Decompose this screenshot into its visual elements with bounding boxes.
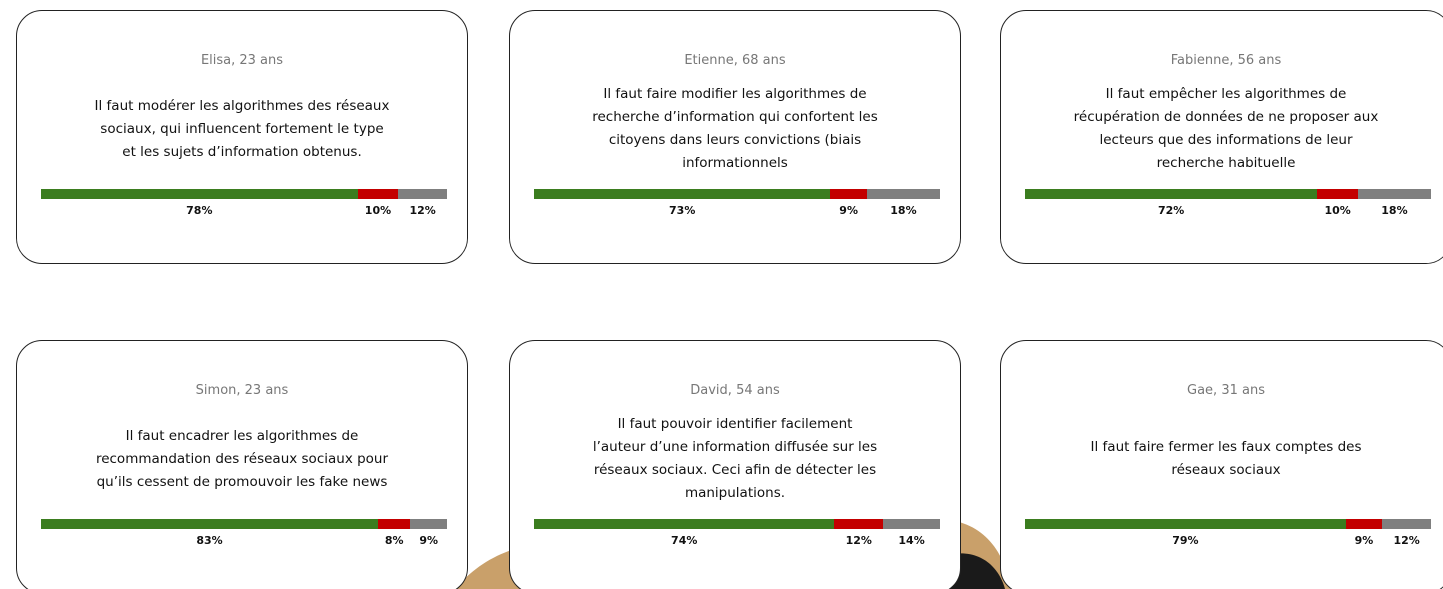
author: Gae, 31 ans [1187, 383, 1265, 398]
statement-line: recherche habituelle [1156, 155, 1296, 171]
opinion-card: Simon, 23 ans Il faut encadrer les algori… [16, 340, 468, 589]
bar-segment [1345, 519, 1383, 529]
result-bar [1025, 519, 1431, 529]
bar-segment [357, 189, 399, 199]
bar-segment [377, 519, 411, 529]
bar-segment [866, 189, 940, 199]
bar-segment [410, 519, 447, 529]
percent-label: 78% [186, 204, 213, 217]
statement-line: informationnels [682, 155, 788, 171]
statement-line: Il faut faire modifier les algorithmes d… [603, 86, 867, 102]
percent-label: 18% [890, 204, 917, 217]
percent-label: 8% [384, 534, 404, 547]
percent-label: 83% [196, 534, 223, 547]
result-labels: 74% 12% 14% [534, 534, 940, 550]
bar-segment [883, 519, 940, 529]
bar-segment [534, 189, 831, 199]
statement-line: réseaux sociaux. Ceci afin de détecter l… [593, 462, 877, 478]
bar-segment [534, 519, 835, 529]
bar-segment [41, 519, 378, 529]
statement: Il faut faire fermer les faux comptes de… [1011, 411, 1441, 507]
statement: Il faut faire modifier les algorithmes d… [520, 81, 950, 177]
opinion-card: Etienne, 68 ans Il faut faire modifier le… [509, 10, 961, 264]
bar-segment [1382, 519, 1431, 529]
statement-line: citoyens dans leurs convictions (biais [608, 132, 862, 148]
statement: Il faut empêcher les algorithmes de récup… [1011, 81, 1441, 177]
result-labels: 73% 9% 18% [534, 204, 940, 220]
percent-label: 79% [1172, 534, 1199, 547]
percent-label: 9% [1354, 534, 1374, 547]
result-labels: 72% 10% 18% [1025, 204, 1431, 220]
bar-segment [830, 189, 867, 199]
statement-line: l’auteur d’une information diffusée sur … [592, 439, 878, 455]
statement-line: Il faut encadrer les algorithmes de [125, 427, 359, 444]
statement-line: Il faut modérer les algorithmes des rése… [94, 97, 390, 114]
result-labels: 83% 8% 9% [41, 534, 447, 550]
bar-segment [1025, 519, 1346, 529]
percent-label: 10% [1324, 204, 1351, 217]
statement-line: manipulations. [684, 485, 786, 501]
percent-label: 74% [671, 534, 698, 547]
percent-label: 72% [1157, 204, 1185, 217]
result-labels: 79% 9% 12% [1025, 534, 1431, 550]
author: Etienne, 68 ans [684, 53, 786, 68]
statement-line: lecteurs que des informations de leur [1099, 132, 1353, 148]
opinion-card: Gae, 31 ans Il faut faire fermer les faux… [1000, 340, 1443, 589]
statement: Il faut modérer les algorithmes des rése… [27, 81, 457, 177]
statement-line: Il faut pouvoir identifier facilement [617, 416, 853, 432]
bar-segment [1025, 189, 1318, 199]
statement-line: récupération de données de ne proposer a… [1073, 109, 1379, 125]
percent-label: 12% [1393, 534, 1420, 547]
bar-segment [41, 189, 358, 199]
result-bar [534, 519, 940, 529]
percent-label: 10% [364, 204, 392, 217]
result-labels: 78% 10% 12% [41, 204, 447, 220]
percent-label: 12% [845, 534, 872, 547]
result-bar [41, 519, 447, 529]
result-bar [1025, 189, 1431, 199]
opinion-card: David, 54 ans Il faut pouvoir identifier … [509, 340, 961, 589]
percent-label: 14% [898, 534, 925, 547]
result-bar [41, 189, 447, 199]
opinion-card: Fabienne, 56 ans Il faut empêcher les alg… [1000, 10, 1443, 264]
statement: Il faut encadrer les algorithmes de recom… [27, 411, 457, 507]
percent-label: 12% [409, 204, 436, 217]
author: Simon, 23 ans [195, 383, 289, 398]
bar-segment [398, 189, 447, 199]
author: Fabienne, 56 ans [1170, 53, 1282, 68]
statement-line: et les sujets d’information obtenus. [122, 143, 362, 160]
statement-line: recommandation des réseaux sociaux pour [95, 450, 389, 467]
statement-line: qu’ils cessent de promouvoir les fake ne… [96, 473, 388, 490]
bar-segment [1357, 189, 1431, 199]
statement-line: Il faut empêcher les algorithmes de [1105, 86, 1347, 102]
percent-label: 18% [1381, 204, 1408, 217]
statement-line: sociaux, qui influencent fortement le ty… [100, 120, 384, 137]
percent-label: 73% [669, 204, 696, 217]
result-bar [534, 189, 940, 199]
bar-segment [834, 519, 884, 529]
percent-label: 9% [839, 204, 858, 217]
statement-line: réseaux sociaux [1171, 462, 1281, 478]
opinion-card: Elisa, 23 ans Il faut modérer les algorit… [16, 10, 468, 264]
statement-line: Il faut faire fermer les faux comptes de… [1090, 439, 1362, 455]
percent-label: 9% [419, 534, 439, 547]
author: David, 54 ans [690, 383, 780, 398]
statement-line: recherche d’information qui confortent l… [592, 109, 878, 125]
bar-segment [1317, 189, 1358, 199]
author: Elisa, 23 ans [200, 53, 284, 68]
statement: Il faut pouvoir identifier facilement l’a… [520, 411, 950, 507]
